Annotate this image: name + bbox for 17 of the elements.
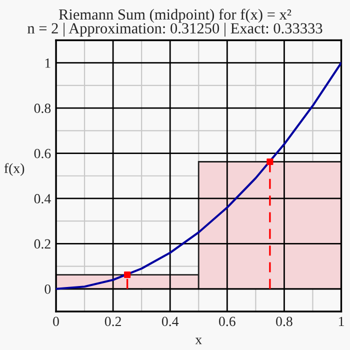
y-tick-label: 0.2: [34, 239, 50, 249]
x-tick-label: 0.8: [276, 316, 292, 326]
y-tick-label: 0.8: [34, 104, 51, 114]
x-axis-title: x: [195, 338, 202, 344]
x-tick-label: 0: [53, 316, 59, 326]
y-tick-label: 1: [45, 58, 50, 68]
x-tick-label: 0.4: [162, 316, 179, 326]
x-tick-label: 0.2: [104, 316, 121, 326]
line-series: [56, 62, 342, 290]
y-tick-label: 0.6: [34, 148, 51, 158]
chart-subtitle: n = 2 | Approximation: 0.31250 | Exact: 0.33333: [28, 22, 322, 37]
y-tick-label: 0: [44, 284, 51, 294]
chart-title: Riemann Sum (midpoint) for f(x) = x²: [58, 8, 292, 23]
x-tick-label: 1: [339, 316, 344, 326]
x-tick-label: 0.6: [219, 316, 236, 326]
y-tick-label: 0.4: [34, 194, 51, 204]
y-axis-title: f(x): [4, 163, 24, 176]
